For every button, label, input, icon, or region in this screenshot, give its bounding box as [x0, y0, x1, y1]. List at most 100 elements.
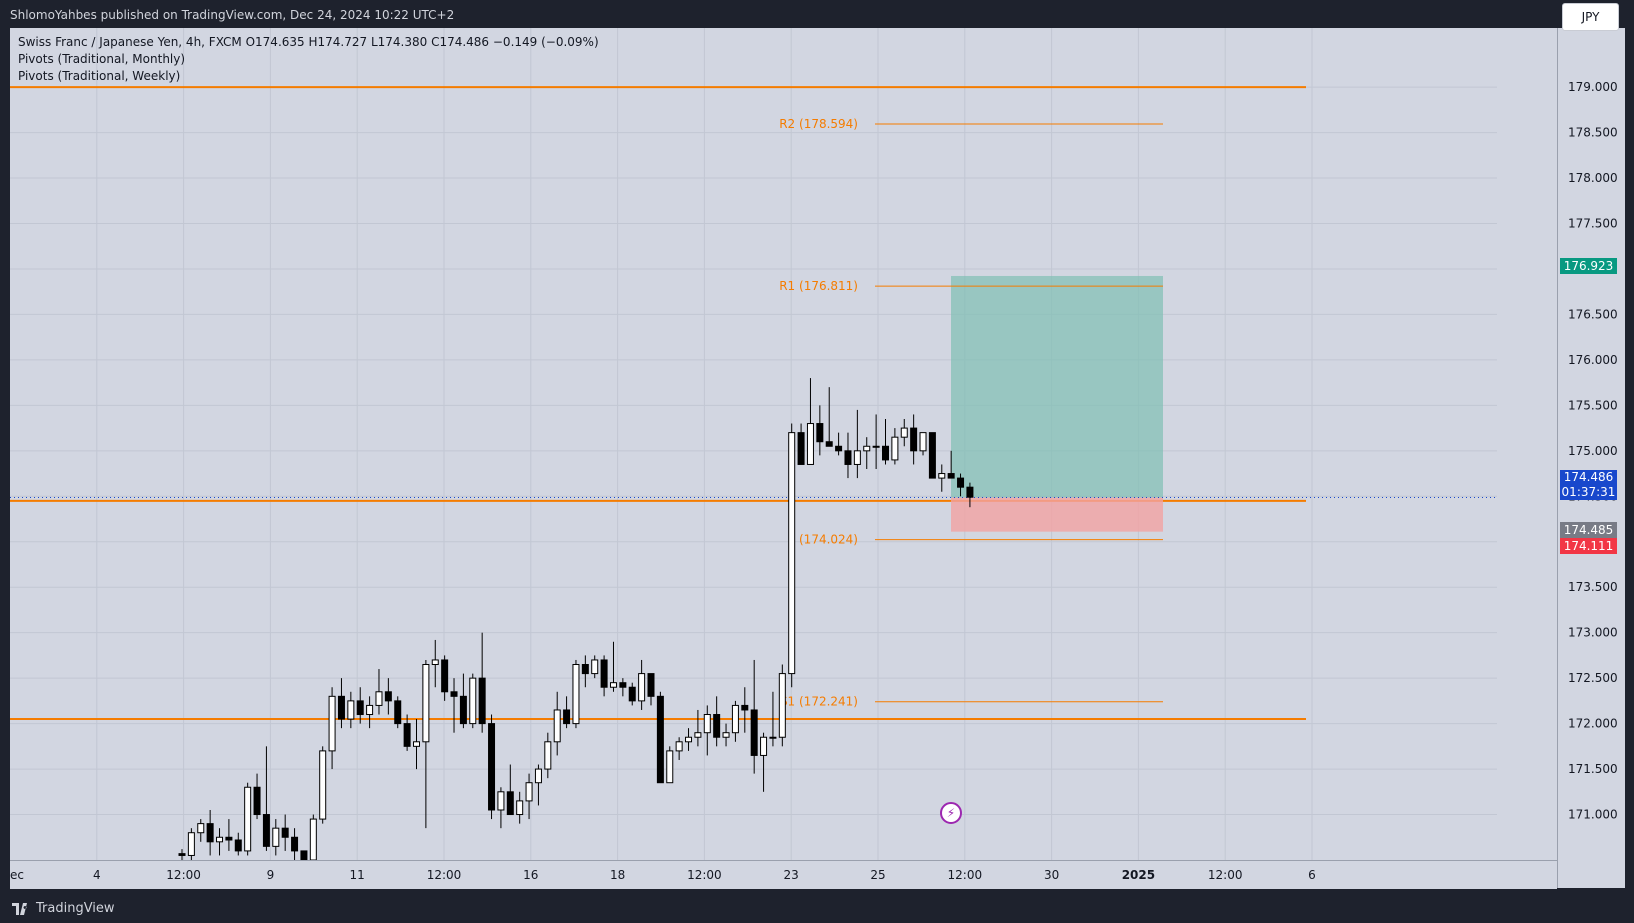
chart-legend: Swiss Franc / Japanese Yen, 4h, FXCM O17…: [18, 34, 599, 85]
candle-body: [516, 800, 524, 816]
candle-body: [722, 732, 730, 738]
candle: [647, 673, 655, 706]
candle: [722, 723, 730, 747]
candle: [750, 659, 758, 774]
time-tick-label: 12:00: [687, 868, 722, 882]
price-axis[interactable]: 179.000178.500178.000177.500177.000176.5…: [1557, 28, 1625, 888]
indicator-weekly-pivots[interactable]: Pivots (Traditional, Weekly): [18, 69, 181, 83]
candle: [534, 764, 542, 806]
candle-body: [356, 700, 364, 716]
candle: [731, 700, 739, 742]
candle-body: [609, 682, 617, 688]
candle-body: [957, 477, 965, 488]
candle: [600, 655, 608, 697]
candle-body: [750, 709, 758, 756]
time-tick-label: 12:00: [427, 868, 462, 882]
price-tick-label: 173.000: [1568, 626, 1618, 640]
candle: [675, 737, 683, 760]
candle-body: [403, 723, 411, 747]
publisher-bar: ShlomoYahbes published on TradingView.co…: [0, 0, 1634, 28]
candle: [928, 432, 936, 479]
indicator-monthly-pivots[interactable]: Pivots (Traditional, Monthly): [18, 52, 186, 66]
last-price-value: 174.486: [1563, 470, 1614, 484]
candle: [431, 639, 439, 688]
candle: [262, 746, 270, 851]
candle-body: [778, 673, 786, 738]
candle-body: [347, 700, 355, 720]
candle-body: [685, 736, 693, 743]
candle-body: [319, 750, 327, 820]
candle-body: [816, 423, 824, 443]
candle: [966, 482, 974, 508]
time-axis[interactable]: ec 4 12:00 9 11 12:00 16 18 12:00 23 25 12:00 30 2025…: [10, 860, 1557, 889]
candle-body: [328, 695, 336, 752]
candle: [206, 809, 214, 856]
candle-body: [853, 450, 861, 465]
candle: [825, 387, 833, 447]
candle-body: [253, 786, 261, 816]
candle-body: [731, 704, 739, 734]
candle: [291, 828, 299, 860]
candle: [957, 473, 965, 497]
candle-body: [694, 732, 702, 738]
candle: [638, 659, 646, 710]
symbol-line[interactable]: Swiss Franc / Japanese Yen, 4h, FXCM O17…: [18, 35, 599, 49]
candle-body: [647, 673, 655, 697]
candle: [816, 405, 824, 456]
time-axis-ticks: ec 4 12:00 9 11 12:00 16 18 12:00 23 25 12:00 30 2025…: [10, 868, 1316, 882]
chart-pane[interactable]: R2 (178.594) R1 (176.811) P (174.024) S1 (1…: [10, 28, 1557, 860]
target-price-tag: 176.923: [1560, 258, 1617, 274]
candle: [394, 696, 402, 729]
candle-body: [459, 695, 467, 725]
candle-body: [534, 768, 542, 784]
candle: [309, 814, 317, 860]
candle-body: [469, 677, 477, 725]
candle-body: [375, 691, 383, 706]
candle: [469, 673, 477, 729]
candle: [656, 691, 664, 784]
weekly-pivot-label: S1 (172.241): [780, 695, 858, 709]
candle-body: [835, 445, 843, 452]
candle-body: [234, 839, 242, 852]
candle-body: [666, 750, 674, 784]
price-tick-label: 178.500: [1568, 126, 1618, 140]
candle: [797, 423, 805, 465]
candle-body: [178, 853, 186, 856]
tradingview-brand[interactable]: TradingView: [12, 901, 115, 916]
candle-body: [872, 445, 880, 448]
currency-button[interactable]: JPY: [1562, 3, 1619, 31]
candle-body: [713, 714, 721, 738]
candle-body: [291, 836, 299, 852]
candle: [713, 696, 721, 747]
candle-body: [413, 741, 420, 747]
weekly-pivot-label: P (174.024): [788, 533, 858, 547]
candle: [244, 782, 252, 856]
candle: [788, 423, 796, 688]
candle-body: [797, 432, 805, 465]
footer-bar: TradingView: [0, 895, 1634, 923]
candle: [441, 655, 449, 701]
candle: [272, 819, 280, 856]
price-tick-label: 176.000: [1568, 353, 1618, 367]
candle-body: [441, 659, 449, 693]
candle-body: [947, 473, 955, 479]
candle-body: [450, 691, 458, 697]
candle-body: [497, 791, 505, 811]
price-axis-ticks: 179.000178.500178.000177.500177.000176.5…: [1568, 80, 1618, 821]
candle: [197, 819, 205, 842]
candle-body: [760, 736, 768, 756]
candle: [835, 432, 843, 456]
candle-body: [966, 486, 974, 498]
candle: [619, 678, 627, 697]
candle-body: [806, 423, 814, 465]
candle: [347, 691, 355, 729]
brand-label: TradingView: [36, 901, 115, 916]
candle-body: [431, 659, 439, 666]
price-chart[interactable]: R2 (178.594) R1 (176.811) P (174.024) S1 (1…: [10, 28, 1497, 860]
candle-body: [882, 445, 889, 461]
candle: [281, 814, 289, 851]
alert-icon[interactable]: ⚡: [940, 802, 962, 824]
candle: [525, 773, 533, 820]
candle: [938, 464, 946, 492]
candle: [225, 819, 233, 851]
